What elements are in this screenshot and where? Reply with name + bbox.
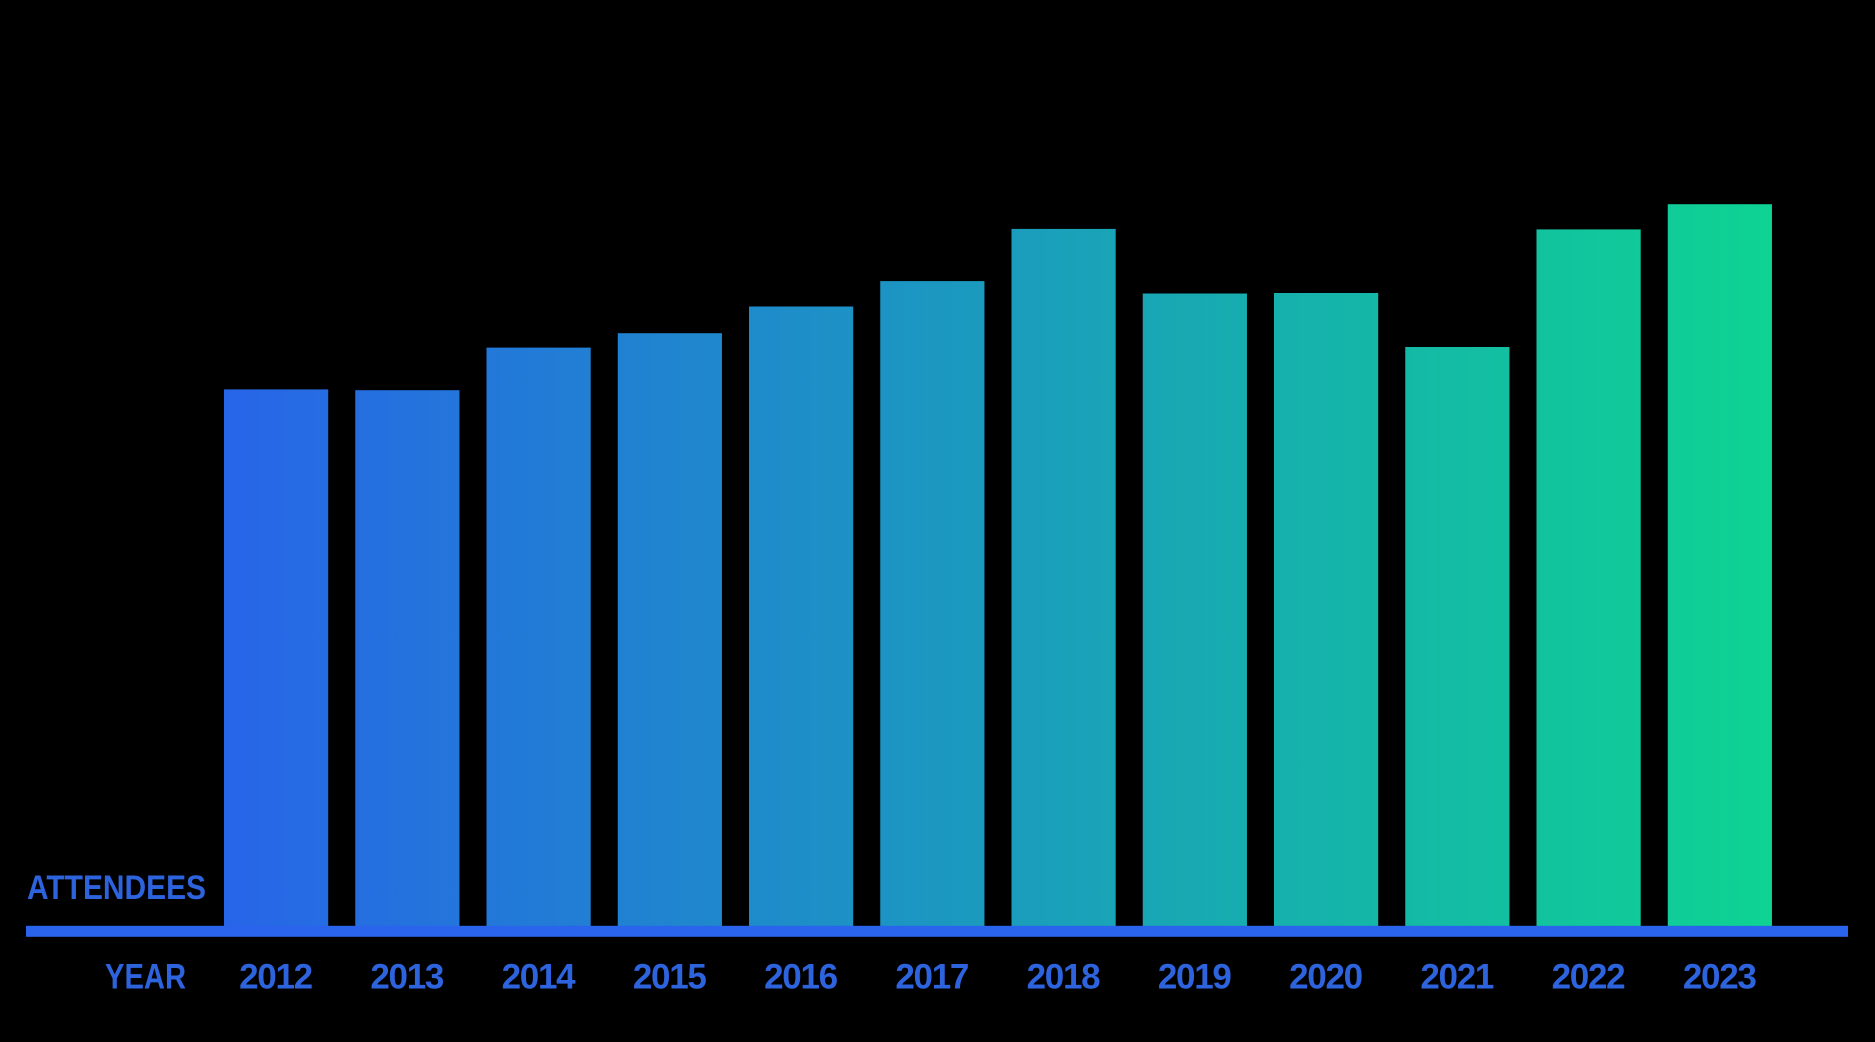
- svg-text:ATTENDEES: ATTENDEES: [27, 869, 206, 907]
- svg-text:2020: 2020: [1289, 958, 1363, 997]
- svg-text:2016: 2016: [764, 958, 838, 997]
- svg-text:2022: 2022: [1552, 958, 1626, 997]
- svg-text:2018: 2018: [1027, 958, 1101, 997]
- svg-text:2019: 2019: [1158, 958, 1232, 997]
- svg-text:2023: 2023: [1683, 958, 1757, 997]
- svg-text:2021: 2021: [1420, 958, 1494, 997]
- svg-text:2017: 2017: [895, 958, 969, 997]
- svg-text:2014: 2014: [502, 958, 577, 997]
- svg-text:2012: 2012: [239, 958, 313, 997]
- svg-text:2013: 2013: [370, 958, 444, 997]
- svg-text:2015: 2015: [633, 958, 707, 997]
- svg-text:YEAR: YEAR: [105, 958, 186, 997]
